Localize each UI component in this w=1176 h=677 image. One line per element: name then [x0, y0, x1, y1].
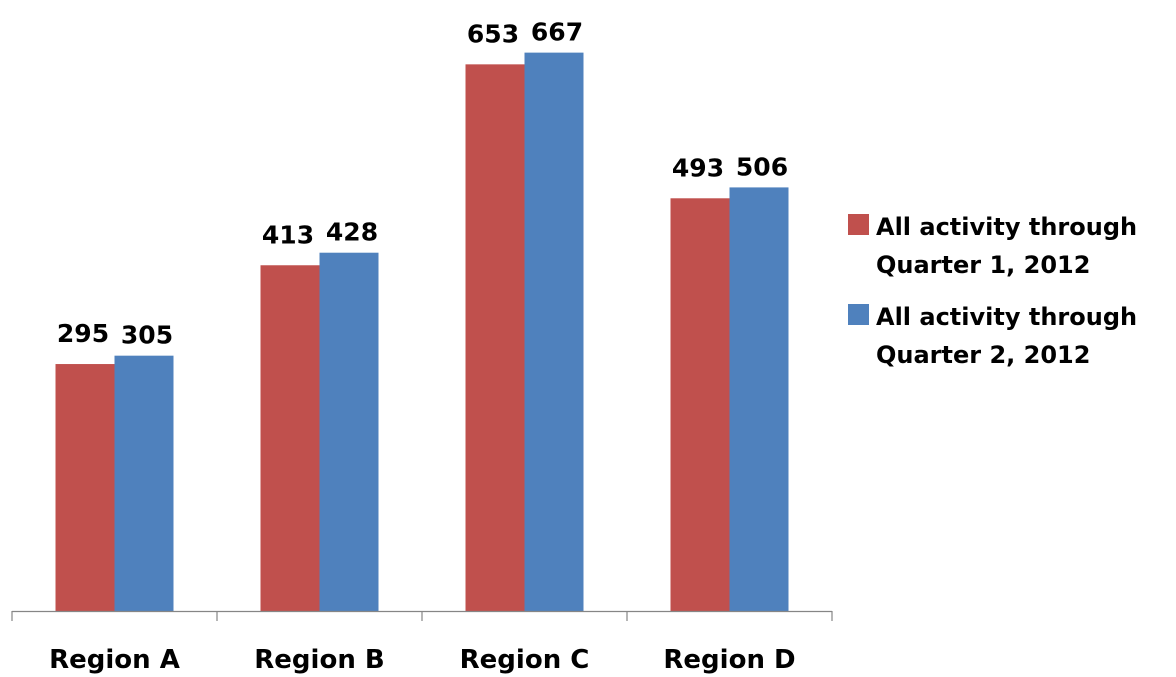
legend-item-series-2: All activity through Quarter 2, 2012	[848, 298, 1176, 374]
category-label-region-c: Region C	[460, 645, 590, 675]
legend-label-series-1: All activity through Quarter 1, 2012	[876, 213, 1138, 279]
bar-region-c-series-1	[465, 64, 525, 612]
data-label-region-a-series-1: 295	[57, 319, 109, 348]
bar-region-b-series-2	[319, 252, 379, 611]
data-label-region-d-series-1: 493	[672, 153, 724, 182]
data-label-region-a-series-2: 305	[121, 321, 173, 350]
bar-region-b-series-1	[260, 265, 320, 611]
bar-region-d-series-2	[729, 187, 789, 612]
bar-region-a-series-1	[55, 364, 115, 611]
data-label-region-b-series-1: 413	[262, 220, 314, 249]
category-label-region-b: Region B	[254, 645, 384, 675]
bar-region-c-series-2	[524, 52, 584, 611]
legend-swatch-series-1	[848, 214, 869, 235]
data-label-region-c-series-1: 653	[467, 19, 519, 48]
bar-region-a-series-2	[114, 355, 174, 611]
category-labels-group: Region A Region B Region C Region D	[49, 645, 795, 675]
legend-swatch-series-2	[848, 304, 869, 325]
legend: All activity through Quarter 1, 2012 All…	[848, 208, 1176, 388]
data-label-region-b-series-2: 428	[326, 218, 378, 247]
category-label-region-a: Region A	[49, 645, 180, 675]
data-labels-group: 295 305 413 428 653 667 493 506	[57, 18, 788, 350]
x-axis	[11, 610, 833, 621]
legend-item-series-1: All activity through Quarter 1, 2012	[848, 208, 1176, 284]
data-label-region-c-series-2: 667	[531, 18, 583, 47]
bars-group	[55, 52, 789, 612]
bar-region-d-series-1	[670, 198, 730, 611]
category-label-region-d: Region D	[663, 645, 795, 675]
data-label-region-d-series-2: 506	[736, 152, 788, 181]
legend-label-series-2: All activity through Quarter 2, 2012	[876, 303, 1138, 369]
